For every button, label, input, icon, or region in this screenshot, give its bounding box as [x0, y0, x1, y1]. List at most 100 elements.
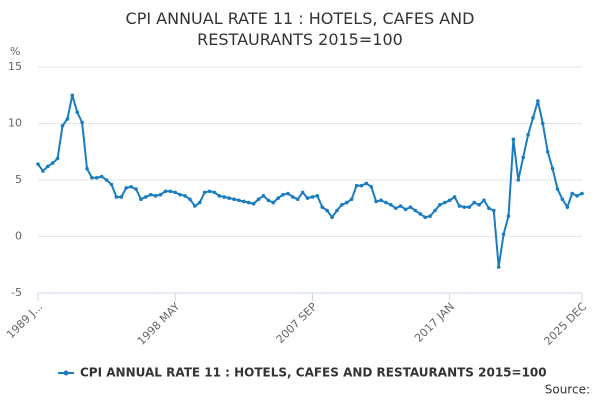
source: Source: — [545, 383, 590, 397]
y-tick-label: -5 — [11, 286, 22, 299]
point — [408, 205, 413, 209]
point — [335, 208, 339, 213]
point — [242, 199, 246, 204]
point — [281, 192, 285, 197]
point — [266, 198, 271, 203]
point — [207, 189, 212, 194]
point — [109, 182, 114, 187]
point — [119, 195, 124, 199]
point — [305, 196, 310, 200]
point — [526, 133, 530, 137]
legend-label: CPI ANNUAL RATE 11 : HOTELS, CAFES AND R… — [80, 366, 547, 380]
point — [349, 197, 354, 202]
point — [36, 162, 40, 166]
point — [516, 178, 521, 182]
point — [565, 205, 570, 209]
x-tick-label: 2017 JAN — [412, 300, 457, 345]
point — [222, 195, 227, 199]
point — [158, 192, 163, 197]
point — [364, 181, 369, 186]
point — [511, 137, 516, 142]
point — [398, 204, 403, 208]
point — [291, 195, 295, 199]
point — [369, 184, 374, 189]
point — [227, 196, 231, 200]
point — [232, 197, 236, 202]
point — [393, 206, 398, 211]
point — [237, 198, 241, 203]
x-tick-label: 2007 SEP — [274, 300, 320, 346]
point — [310, 195, 315, 199]
point — [183, 194, 187, 198]
point — [256, 197, 261, 202]
point — [340, 203, 344, 207]
point — [487, 206, 491, 211]
point — [70, 93, 75, 98]
point — [496, 265, 501, 269]
point — [379, 198, 383, 203]
point — [153, 194, 158, 198]
point — [452, 195, 457, 199]
point — [428, 214, 432, 218]
point — [550, 166, 555, 171]
point — [178, 192, 182, 197]
point — [148, 192, 153, 197]
y-tick-label: 5 — [15, 173, 22, 186]
point — [555, 187, 560, 191]
point — [104, 178, 109, 182]
point — [41, 169, 45, 173]
point — [531, 116, 535, 120]
point — [570, 191, 574, 196]
point — [85, 166, 89, 171]
point — [197, 200, 202, 205]
x-tick-label: 2025 DEC — [541, 300, 589, 348]
point — [389, 203, 393, 207]
point — [501, 232, 506, 237]
point — [95, 175, 99, 180]
point — [163, 189, 168, 194]
point — [271, 200, 276, 205]
point — [536, 99, 540, 103]
point — [124, 186, 129, 190]
point — [545, 149, 550, 154]
point — [114, 195, 119, 199]
point — [540, 121, 545, 126]
point — [139, 197, 143, 202]
point — [477, 203, 481, 207]
point — [359, 183, 364, 188]
point — [276, 196, 280, 200]
point — [134, 187, 138, 191]
point — [575, 194, 579, 198]
point — [354, 183, 359, 188]
point — [188, 197, 192, 202]
y-unit: % — [10, 45, 20, 58]
point — [173, 190, 178, 195]
point — [447, 198, 452, 203]
point — [261, 194, 266, 198]
point — [212, 190, 217, 195]
point — [344, 200, 349, 205]
point — [193, 204, 197, 208]
series-line — [37, 94, 583, 268]
y-tick-label: 0 — [15, 230, 22, 243]
point — [560, 197, 565, 202]
point — [521, 155, 525, 160]
point — [462, 205, 467, 209]
point — [580, 191, 584, 196]
point — [55, 156, 60, 161]
point — [457, 204, 462, 208]
point — [320, 205, 325, 209]
point — [472, 200, 476, 205]
point — [482, 198, 486, 203]
point — [418, 212, 423, 216]
point — [75, 110, 80, 114]
point — [300, 190, 305, 195]
point — [403, 207, 408, 212]
point — [65, 117, 70, 121]
point — [491, 208, 496, 213]
point — [246, 200, 251, 205]
point — [90, 175, 94, 180]
point — [467, 205, 472, 209]
